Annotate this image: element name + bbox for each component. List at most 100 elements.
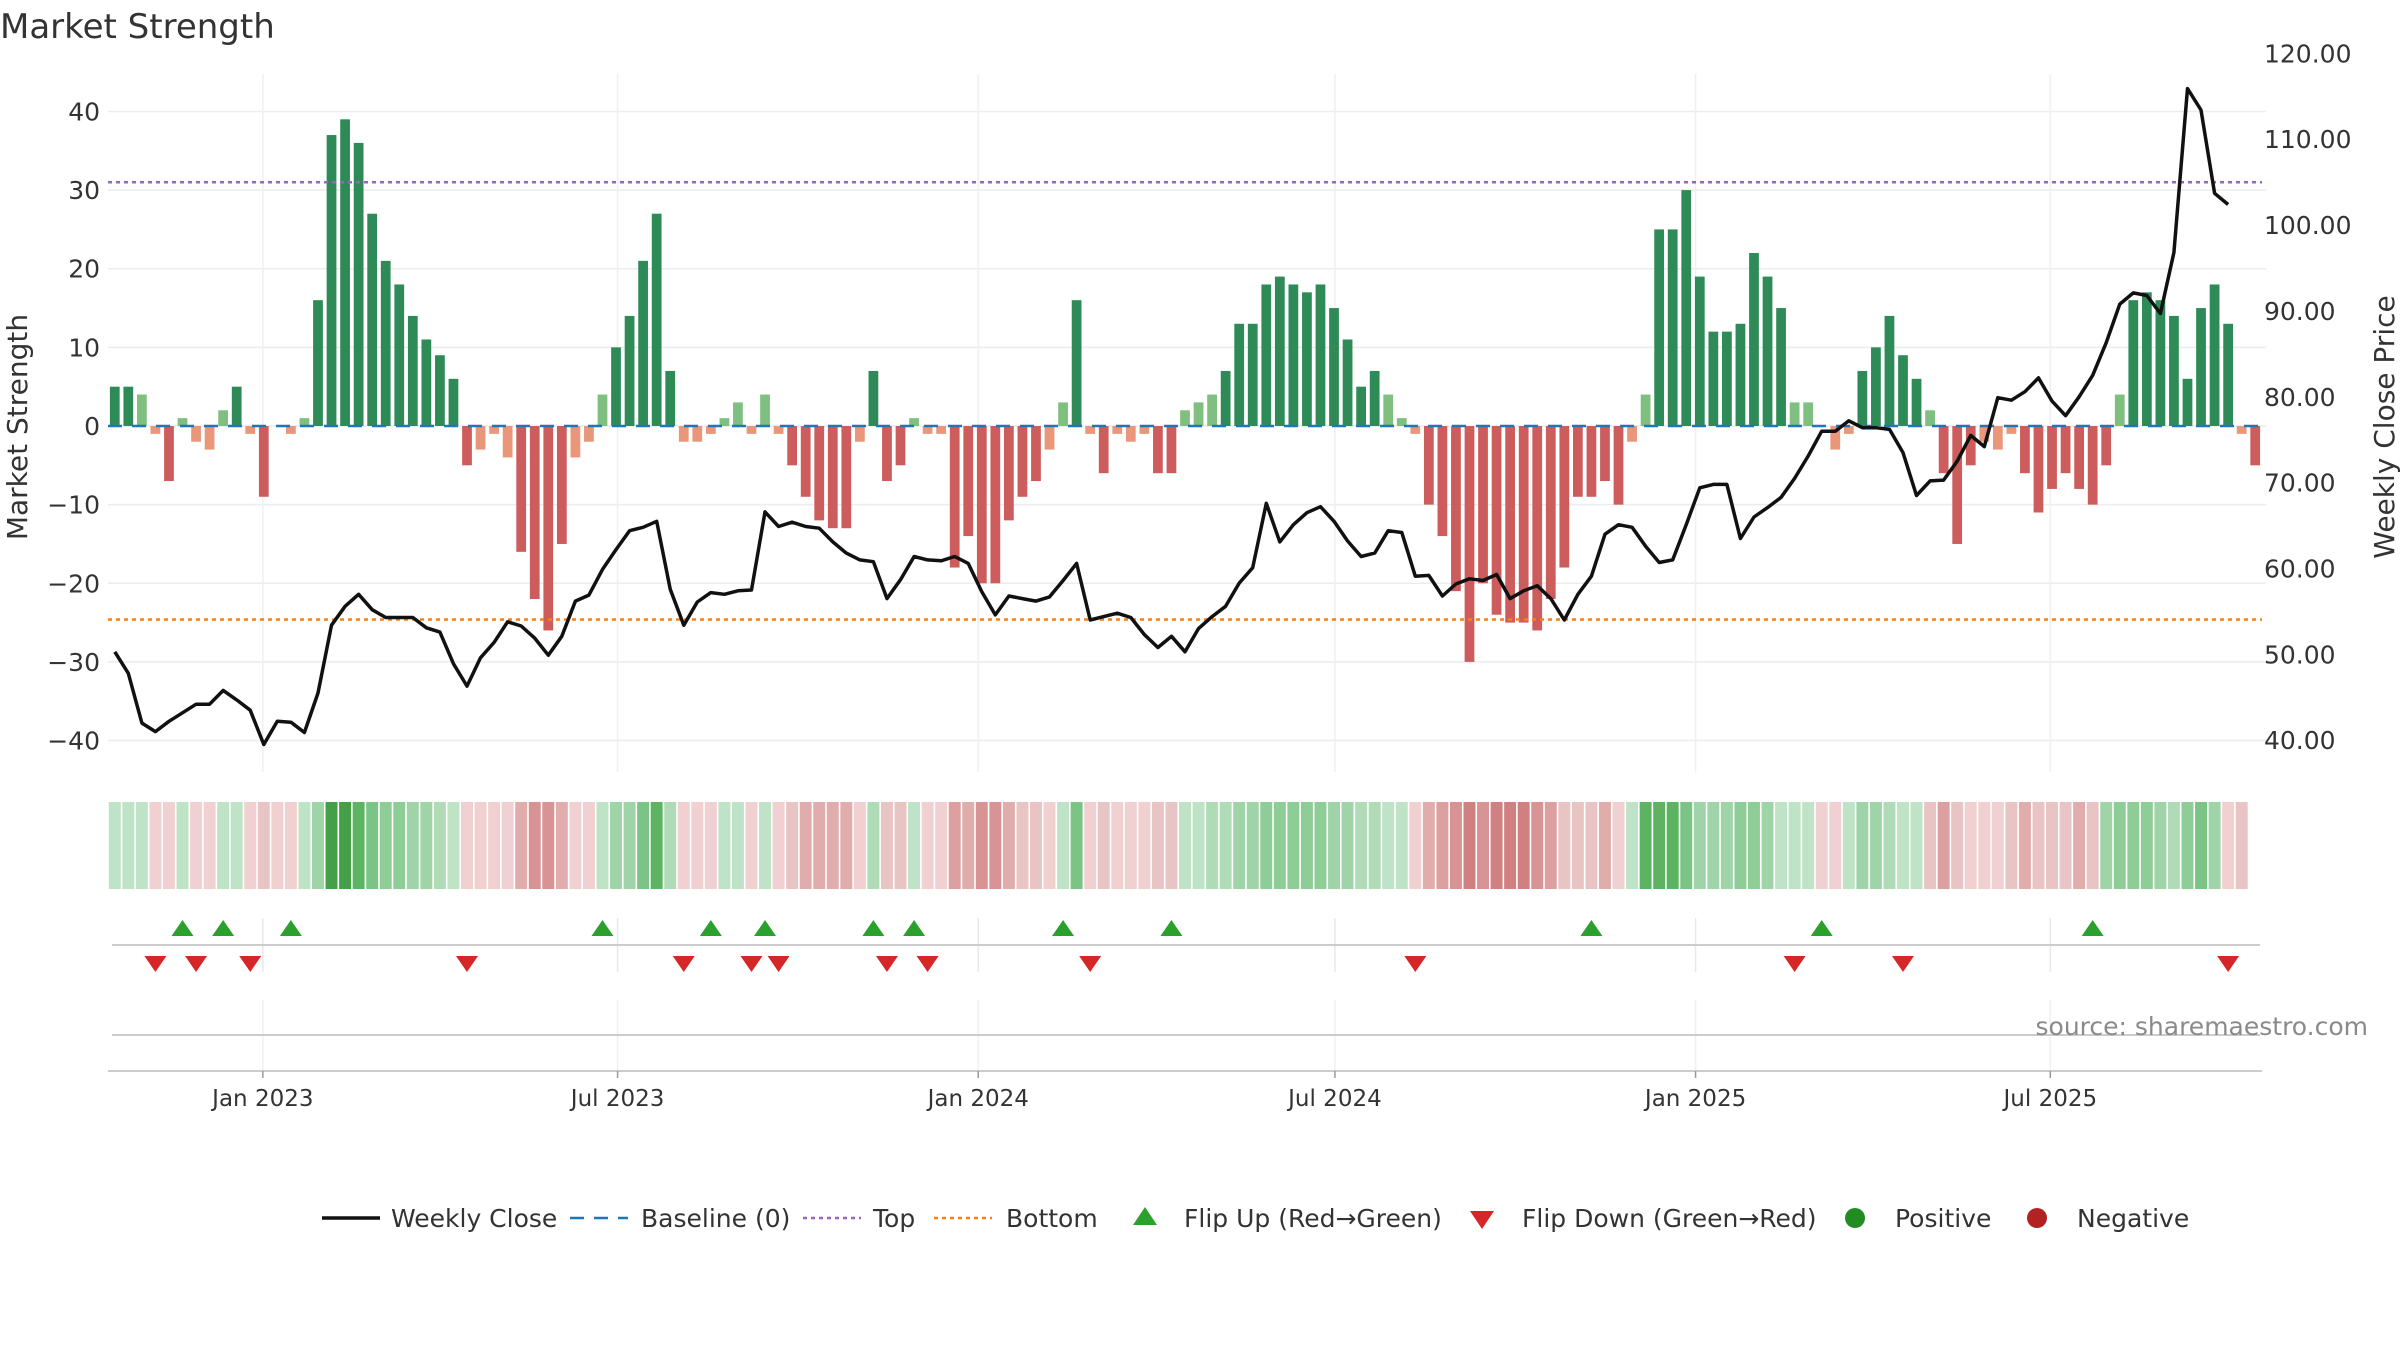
- strip-cell: [1395, 802, 1408, 889]
- strip-cell: [1829, 802, 1842, 889]
- strip-cell: [1233, 802, 1246, 889]
- y-tick-label-right: 120.00: [2264, 39, 2351, 68]
- legend-negative-swatch: [2027, 1208, 2047, 1228]
- strength-bar: [367, 213, 378, 426]
- strength-bar: [2006, 426, 2017, 434]
- strength-bar: [1843, 426, 1854, 434]
- strip-cell: [352, 802, 365, 889]
- strip-cell: [501, 802, 514, 889]
- strength-bar: [1220, 370, 1231, 426]
- strip-cell: [190, 802, 203, 889]
- strip-cell: [1030, 802, 1042, 889]
- strength-bar: [1396, 418, 1407, 426]
- strength-bar: [1098, 426, 1109, 474]
- strip-cell: [1856, 802, 1869, 889]
- flip-down-marker: [2217, 956, 2240, 972]
- strip-cell: [691, 802, 704, 889]
- y-tick-label-right: 110.00: [2264, 125, 2351, 154]
- strip-cell: [1084, 802, 1097, 889]
- strip-cell: [2140, 802, 2153, 889]
- strip-cell: [1571, 802, 1584, 889]
- strip-cell: [610, 802, 622, 889]
- strength-bar: [597, 394, 608, 426]
- strip-cell: [1273, 802, 1286, 889]
- strength-bar: [516, 426, 527, 552]
- flip-down-marker: [875, 956, 898, 972]
- strip-cell: [840, 802, 853, 889]
- strip-cell: [1802, 802, 1815, 889]
- strength-bar: [827, 426, 838, 529]
- strip-cell: [1924, 802, 1937, 889]
- strength-bar: [1627, 426, 1637, 442]
- strength-bar: [1776, 308, 1786, 426]
- strength-bar: [1247, 323, 1258, 426]
- strip-cell: [1138, 802, 1151, 889]
- strip-cell: [1626, 802, 1639, 889]
- chart-title: Market Strength: [0, 7, 275, 47]
- strength-bar: [800, 426, 811, 497]
- strength-bar: [1410, 426, 1421, 434]
- strip-cell: [2032, 802, 2045, 889]
- strip-cell: [1666, 802, 1679, 889]
- x-axis: Jan 2023 Jul 2023 Jan 2024 Jul 2024 Jan 2025…: [108, 1034, 2262, 1112]
- strength-bar: [760, 394, 770, 426]
- strength-bar: [1830, 426, 1841, 450]
- strip-cell: [406, 802, 419, 889]
- strip-cell: [880, 802, 893, 889]
- strip-cell: [1693, 802, 1706, 889]
- strip-cell: [1978, 802, 1991, 889]
- strength-bar: [1342, 339, 1353, 426]
- strength-bar: [164, 426, 174, 482]
- strength-bar: [705, 426, 716, 434]
- strip-cell: [515, 802, 528, 889]
- flip-up-marker: [212, 920, 235, 936]
- flip-up-marker: [171, 920, 194, 936]
- strength-bar: [2250, 426, 2261, 466]
- strip-cell: [528, 802, 541, 889]
- strength-bar: [502, 426, 513, 458]
- strength-bar: [1478, 426, 1488, 584]
- strip-cell: [1951, 802, 1964, 889]
- strip-cell: [908, 802, 921, 889]
- strip-cell: [379, 802, 392, 889]
- strength-bar: [380, 260, 391, 426]
- strength-bar: [313, 300, 323, 426]
- strip-cell: [1341, 802, 1354, 889]
- weekly-close-series: [113, 86, 2230, 747]
- strength-bar: [340, 119, 350, 427]
- strength-bar: [1708, 331, 1719, 426]
- strength-bar: [489, 426, 499, 434]
- strip-cell: [677, 802, 690, 889]
- strength-bar: [841, 426, 852, 529]
- strength-bar: [1085, 426, 1096, 434]
- strip-cell: [135, 802, 148, 889]
- y-tick-label-left: 0: [84, 412, 100, 441]
- strength-bar: [746, 426, 757, 434]
- strip-cell: [2046, 802, 2058, 889]
- strip-cell: [122, 802, 135, 889]
- strength-bar: [204, 426, 215, 450]
- strength-bar: [2182, 378, 2193, 426]
- strength-bar: [2047, 426, 2057, 489]
- strip-cell: [1585, 802, 1598, 889]
- strip-cell: [1192, 802, 1205, 889]
- strip-cell: [650, 802, 663, 889]
- strip-cell: [1287, 802, 1300, 889]
- strength-bar: [2087, 426, 2098, 505]
- strength-bar: [773, 426, 784, 434]
- flip-down-marker: [916, 956, 939, 972]
- strip-cell: [975, 802, 988, 889]
- strip-cell: [1260, 802, 1273, 889]
- strength-bar: [733, 402, 743, 426]
- strength-bar: [1207, 394, 1217, 426]
- flip-down-marker: [672, 956, 695, 972]
- strip-cell: [1531, 802, 1544, 889]
- strip-cell: [1558, 802, 1571, 889]
- strength-bar: [854, 426, 865, 442]
- strip-cell: [2005, 802, 2018, 889]
- strength-bar: [1884, 315, 1895, 426]
- strip-cell: [637, 802, 650, 889]
- strength-bar: [1545, 426, 1556, 599]
- strip-cell: [176, 802, 189, 889]
- strip-cell: [2154, 802, 2167, 889]
